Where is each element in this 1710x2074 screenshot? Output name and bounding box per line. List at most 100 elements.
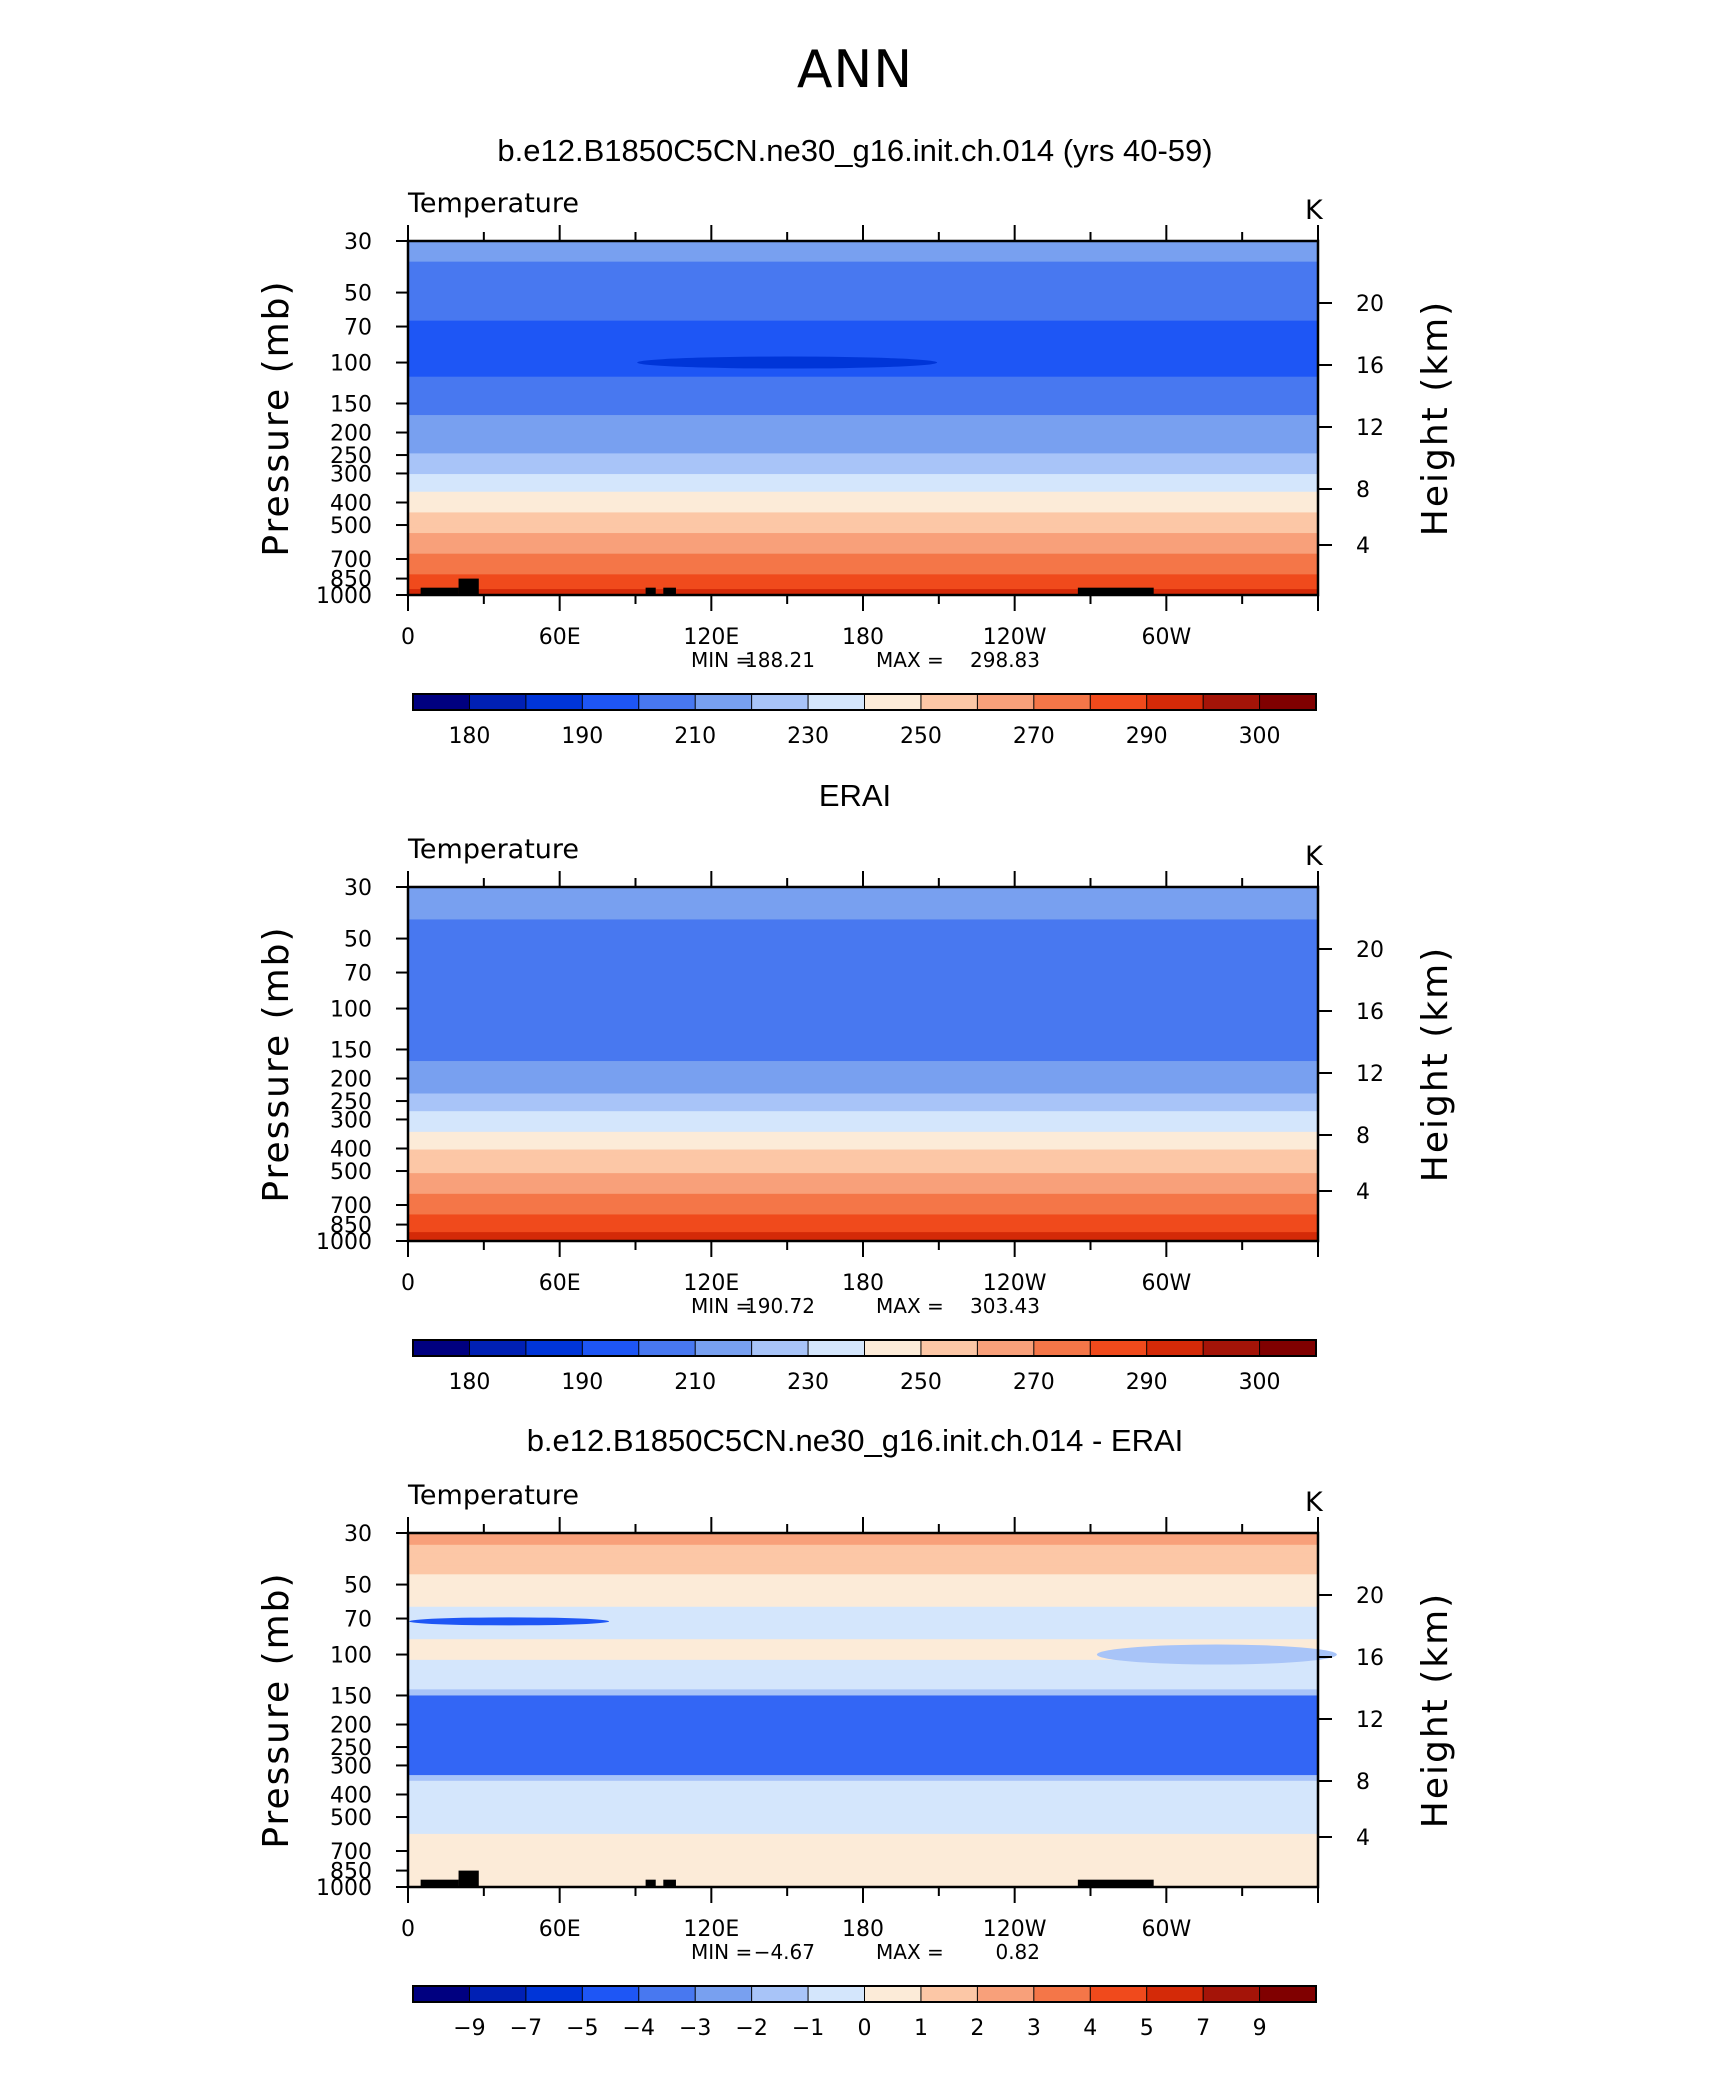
difference-pocket xyxy=(409,1617,610,1626)
colorbar-swatch xyxy=(1259,693,1317,711)
x-tick-label: 120E xyxy=(683,1917,739,1942)
colorbar-swatch xyxy=(638,1985,697,2003)
contour-band xyxy=(408,898,1318,903)
contour-band xyxy=(408,1533,1318,1537)
contour-band xyxy=(408,536,1318,540)
contour-band xyxy=(408,562,1318,567)
contour-band xyxy=(408,479,1318,484)
y-tick-label: 250 xyxy=(330,1090,372,1115)
colorbar-swatch xyxy=(1033,693,1092,711)
colorbar-swatch xyxy=(807,1339,866,1357)
contour-band xyxy=(408,308,1318,313)
contour-band xyxy=(408,1863,1318,1867)
contour-band xyxy=(408,1822,1318,1826)
contour-band xyxy=(408,1022,1318,1027)
colorbar-swatch xyxy=(581,693,640,711)
y-right-tick-label: 16 xyxy=(1356,1646,1384,1671)
contour-band xyxy=(408,491,1318,496)
colorbar-label: 190 xyxy=(561,724,603,749)
panel-title-erai: ERAI xyxy=(818,778,892,813)
contour-band xyxy=(408,1689,1318,1693)
contour-band xyxy=(408,267,1318,272)
contour-band xyxy=(408,1541,1318,1546)
colorbar-swatch xyxy=(864,1985,922,2003)
contour-band xyxy=(408,1190,1318,1195)
contour-band xyxy=(408,1031,1318,1036)
contour-band xyxy=(408,1668,1318,1673)
topography-mask xyxy=(420,587,459,595)
y-right-tick-label: 20 xyxy=(1356,292,1384,317)
contour-band xyxy=(408,999,1318,1003)
contour-band xyxy=(408,1612,1318,1617)
contour-band xyxy=(408,406,1318,410)
panel-1: 0 60E 120E 180 120W 60W3050701001502002503004… xyxy=(256,834,1456,1395)
y-tick-label: 700 xyxy=(330,1840,372,1865)
contour-band xyxy=(408,527,1318,531)
y-tick-label: 30 xyxy=(344,876,372,901)
contour-band xyxy=(408,1857,1318,1862)
contour-band xyxy=(408,544,1318,549)
contour-band xyxy=(408,1131,1318,1136)
contour-band xyxy=(408,1043,1318,1047)
contour-band xyxy=(408,1636,1318,1640)
y-tick-label: 200 xyxy=(330,1068,372,1093)
colorbar-label: 180 xyxy=(448,1370,490,1395)
contour-band xyxy=(408,255,1318,260)
y-right-tick-label: 20 xyxy=(1356,1584,1384,1609)
contour-band xyxy=(408,347,1318,351)
contour-band xyxy=(408,302,1318,307)
max-label: MAX = xyxy=(876,648,944,672)
page-title: ANN xyxy=(796,40,914,100)
colorbar-label: −3 xyxy=(679,2016,711,2041)
contour-band xyxy=(408,409,1318,413)
y-tick-label: 50 xyxy=(344,928,372,953)
colorbar-label: 180 xyxy=(448,724,490,749)
contour-band xyxy=(408,1777,1318,1782)
colorbar-swatch xyxy=(751,1985,809,2003)
colorbar-label: 7 xyxy=(1196,2016,1210,2041)
contour-band xyxy=(408,1553,1318,1558)
contour-band xyxy=(408,1235,1318,1239)
colorbar-label: 300 xyxy=(1239,724,1281,749)
y-tick-label: 850 xyxy=(330,568,372,593)
contour-band xyxy=(408,512,1318,516)
colorbar-swatch xyxy=(920,1339,979,1357)
colorbar-swatch xyxy=(864,1339,922,1357)
contour-band xyxy=(408,477,1318,481)
contour-band xyxy=(408,403,1318,407)
contour-band xyxy=(408,444,1318,449)
contour-band xyxy=(408,1164,1318,1168)
contour-band xyxy=(408,1037,1318,1041)
y-tick-label: 400 xyxy=(330,1137,372,1162)
contour-band xyxy=(408,326,1318,331)
panel-2: 0 60E 120E 180 120W 60W3050701001502002503004… xyxy=(256,1480,1456,2041)
contour-band xyxy=(408,1049,1318,1053)
contour-band xyxy=(408,889,1318,894)
contour-band xyxy=(408,468,1318,472)
colorbar-label: 210 xyxy=(674,1370,716,1395)
contour-band xyxy=(408,954,1318,959)
contour-band xyxy=(408,957,1318,962)
colorbar-label: 5 xyxy=(1140,2016,1154,2041)
colorbar-swatch xyxy=(1089,1985,1148,2003)
contour-band xyxy=(408,1007,1318,1012)
contour-band xyxy=(408,1692,1318,1696)
contour-band xyxy=(408,1128,1318,1133)
contour-band xyxy=(408,1556,1318,1561)
contour-band xyxy=(408,1819,1318,1823)
contour-band xyxy=(408,370,1318,375)
contour-band xyxy=(408,1152,1318,1157)
y-tick-label: 500 xyxy=(330,1160,372,1185)
contour-band xyxy=(408,1179,1318,1183)
max-value: 298.83 xyxy=(970,648,1040,672)
colorbar-label: 210 xyxy=(674,724,716,749)
contour-band xyxy=(408,1574,1318,1578)
contour-band xyxy=(408,1860,1318,1864)
y-tick-label: 300 xyxy=(330,1108,372,1133)
contour-band xyxy=(408,335,1318,339)
contour-band xyxy=(408,966,1318,971)
contour-band xyxy=(408,556,1318,561)
contour-band xyxy=(408,388,1318,393)
colorbar-swatch xyxy=(1089,1339,1148,1357)
contour-band xyxy=(408,1173,1318,1177)
